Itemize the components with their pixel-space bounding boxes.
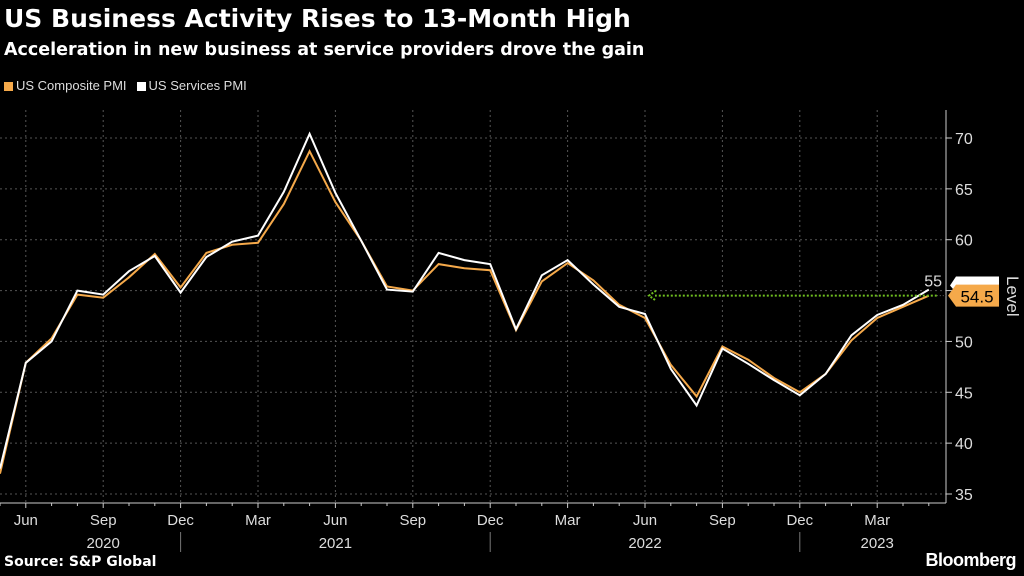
y-axis-label: Level [1003,276,1022,317]
bloomberg-logo: Bloomberg [925,550,1016,570]
x-tick-label: Mar [864,512,890,529]
legend-item-composite: US Composite PMI [4,78,127,93]
legend: US Composite PMI US Services PMI [4,78,247,93]
x-tick-label: Jun [633,512,657,529]
x-tick-label: Jun [14,512,38,529]
x-year-label: 2020 [87,535,120,552]
arrow-head-icon [647,289,657,302]
y-tick-label: 60 [955,233,973,250]
series-line-composite [0,148,930,474]
composite-last-value-tag [948,284,999,307]
chart-subtitle: Acceleration in new business at service … [4,40,645,60]
y-tick-label: 65 [955,182,973,199]
composite-last-value-label: 54.5 [960,288,993,307]
x-tick-label: Dec [477,512,504,529]
x-tick-label: Dec [167,512,194,529]
source-note: Source: S&P Global [4,554,157,570]
x-tick-label: Mar [245,512,271,529]
x-tick-label: Sep [90,512,117,529]
x-tick-label: Jun [323,512,347,529]
x-year-label: 2023 [861,535,894,552]
y-tick-label: 50 [955,334,973,351]
y-tick-label: 70 [955,131,973,148]
y-tick-label: 40 [955,436,973,453]
legend-item-services: US Services PMI [136,78,247,93]
x-tick-label: Sep [709,512,736,529]
chart-title: US Business Activity Rises to 13-Month H… [4,4,631,33]
x-tick-label: Mar [555,512,581,529]
y-tick-label: 45 [955,385,973,402]
x-year-label: 2021 [319,535,352,552]
legend-swatch [4,82,13,91]
legend-swatch [136,82,146,91]
y-tick-label: 35 [955,487,973,504]
x-year-label: 2022 [628,535,661,552]
x-tick-label: Dec [786,512,813,529]
series-line-services [0,131,930,469]
y-tick-label: 55 [924,274,942,291]
x-tick-label: Sep [399,512,426,529]
